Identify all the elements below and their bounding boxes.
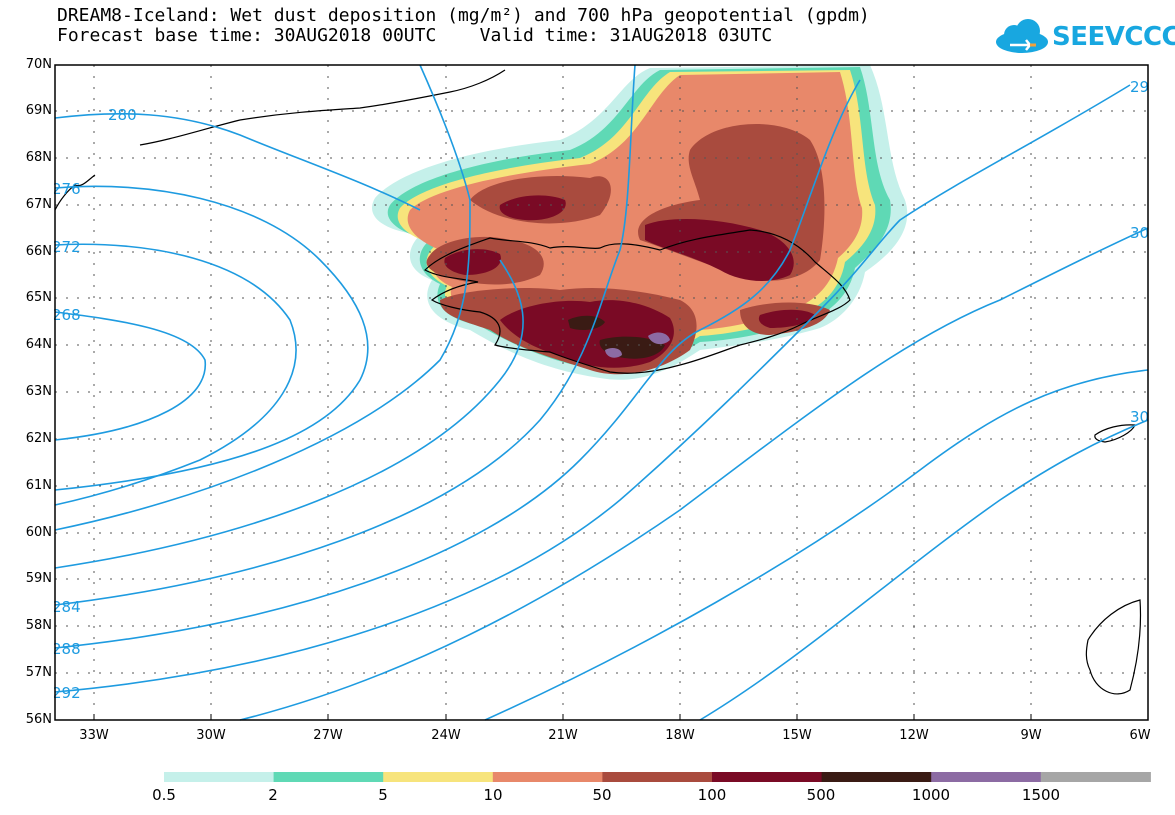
legend-label: 0.5 xyxy=(152,786,176,804)
lat-label: 60N xyxy=(25,525,52,540)
legend-label: 5 xyxy=(378,786,388,804)
legend-swatch xyxy=(273,772,384,782)
map-frame xyxy=(54,64,1149,721)
lat-label: 64N xyxy=(25,337,52,352)
title-line-2: Forecast base time: 30AUG2018 00UTC Vali… xyxy=(57,25,773,46)
legend-swatch xyxy=(1040,772,1151,782)
lat-label: 68N xyxy=(25,150,52,165)
legend-label: 100 xyxy=(697,786,727,804)
dust-deposition-layer xyxy=(372,65,908,380)
lon-label: 33W xyxy=(79,728,109,743)
lat-label: 58N xyxy=(25,618,52,633)
legend-swatch xyxy=(931,772,1042,782)
lat-label: 66N xyxy=(25,244,52,259)
greenland-coast xyxy=(139,69,506,146)
contour-label: 284 xyxy=(52,598,81,616)
lat-label: 59N xyxy=(25,571,52,586)
lat-label: 61N xyxy=(25,478,52,493)
lon-label: 24W xyxy=(431,728,461,743)
lon-label: 30W xyxy=(196,728,226,743)
deposition-band-100 xyxy=(444,195,815,368)
contour-label: 272 xyxy=(52,238,81,256)
lat-label: 57N xyxy=(25,665,52,680)
seevccc-logo xyxy=(996,19,1048,53)
legend-swatch xyxy=(821,772,932,782)
scotland-coast xyxy=(1085,599,1142,695)
contour-label: 276 xyxy=(52,180,81,198)
legend-label: 1000 xyxy=(911,786,951,804)
iceland-coast xyxy=(424,229,851,374)
lat-label: 69N xyxy=(25,103,52,118)
coastline xyxy=(54,69,1142,695)
greenland-coast-west xyxy=(54,174,96,211)
lon-label: 6W xyxy=(1129,728,1151,743)
lat-label: 70N xyxy=(25,57,52,72)
lat-label: 62N xyxy=(25,431,52,446)
legend-swatch xyxy=(492,772,603,782)
contour-label: 280 xyxy=(108,106,137,124)
legend-swatch xyxy=(383,772,494,782)
legend-label: 2 xyxy=(268,786,278,804)
lat-label: 63N xyxy=(25,384,52,399)
contour-label: 288 xyxy=(52,640,81,658)
lat-label: 56N xyxy=(25,712,52,727)
legend-swatch xyxy=(712,772,823,782)
legend-label: 500 xyxy=(806,786,836,804)
lon-label: 12W xyxy=(899,728,929,743)
deposition-band-1000 xyxy=(605,332,670,358)
lon-label: 9W xyxy=(1020,728,1042,743)
legend-swatch xyxy=(164,772,275,782)
lon-label: 18W xyxy=(665,728,695,743)
faroe-coast xyxy=(1094,424,1136,443)
title-line-1: DREAM8-Iceland: Wet dust deposition (mg/… xyxy=(57,5,870,26)
lat-label: 65N xyxy=(25,290,52,305)
legend-label: 10 xyxy=(483,786,503,804)
lon-label: 21W xyxy=(548,728,578,743)
legend-colorbar xyxy=(164,772,1151,782)
legend-swatch xyxy=(602,772,713,782)
lon-label: 15W xyxy=(782,728,812,743)
lon-label: 27W xyxy=(313,728,343,743)
contour-label: 292 xyxy=(52,684,81,702)
legend-label: 1500 xyxy=(1021,786,1061,804)
lat-label: 67N xyxy=(25,197,52,212)
logo-text: SEEVCCC xyxy=(1052,22,1175,52)
tick-marks xyxy=(93,714,1149,720)
cloud-icon xyxy=(996,19,1048,53)
geopotential-contours xyxy=(54,64,1149,721)
contour-label: 268 xyxy=(52,306,81,324)
legend-label: 50 xyxy=(592,786,612,804)
